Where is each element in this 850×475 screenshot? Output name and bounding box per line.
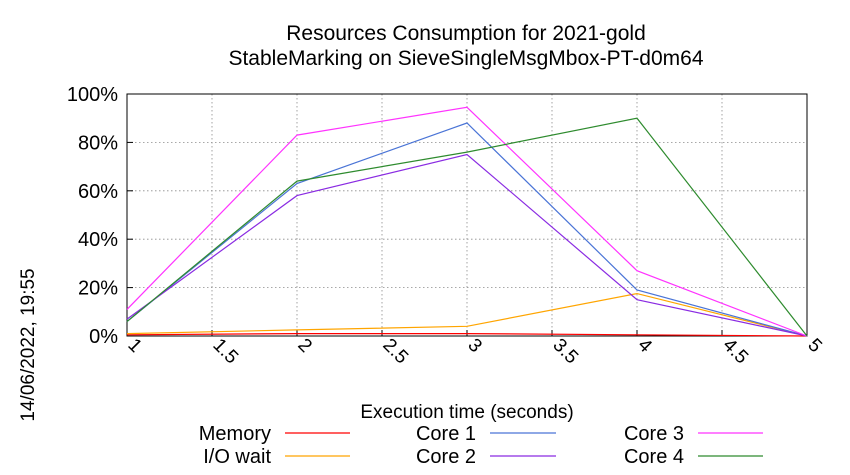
x-tick-label: 5 [803,335,825,357]
x-tick-label: 1.5 [208,335,242,369]
plot-axes: 1 1.5 2 2.5 3 3.5 4 4.5 5 0% 20% 40% 60% 80% 100% [67,84,826,368]
x-tick-label: 4.5 [718,335,752,369]
chart-title-line-1: Resources Consumption for 2021-gold [286,22,646,45]
x-tick-label: 4 [633,335,656,358]
plot-frame [126,93,808,337]
chart-title-line-2: StableMarking on SieveSingleMsgMbox-PT-d… [228,47,703,70]
x-axis-label: Execution time (seconds) [360,402,573,423]
x-tick-label: 3.5 [548,335,582,369]
series-line-core-2 [126,153,808,337]
y-tick-label: 40% [78,229,118,251]
timestamp-label: 14/06/2022, 19:55 [18,268,39,421]
series-line-i-o-wait [126,292,808,337]
series-line-memory [126,333,808,337]
plot-series [126,106,808,337]
legend-label-core-1: Core 1 [416,423,476,445]
legend-label-core-2: Core 2 [416,446,476,468]
legend-label-i-o-wait: I/O wait [203,446,271,468]
series-line-core-4 [126,117,808,337]
x-tick-label: 2 [293,335,315,357]
x-tick-label: 1 [123,335,145,357]
y-tick-label: 20% [78,278,118,300]
y-tick-label: 0% [89,326,118,348]
legend-label-core-4: Core 4 [624,446,684,468]
series-line-core-3 [126,106,808,337]
x-tick-label: 2.5 [378,335,412,369]
series-line-core-1 [126,122,808,337]
y-tick-label: 60% [78,181,118,203]
y-tick-label: 100% [67,84,118,106]
legend-label-memory: Memory [199,423,271,445]
y-tick-label: 80% [78,132,118,154]
x-tick-label: 3 [463,335,485,357]
plot-grid [126,93,808,337]
chart-title: Resources Consumption for 2021-gold Stab… [228,22,703,70]
legend-label-core-3: Core 3 [624,423,684,445]
